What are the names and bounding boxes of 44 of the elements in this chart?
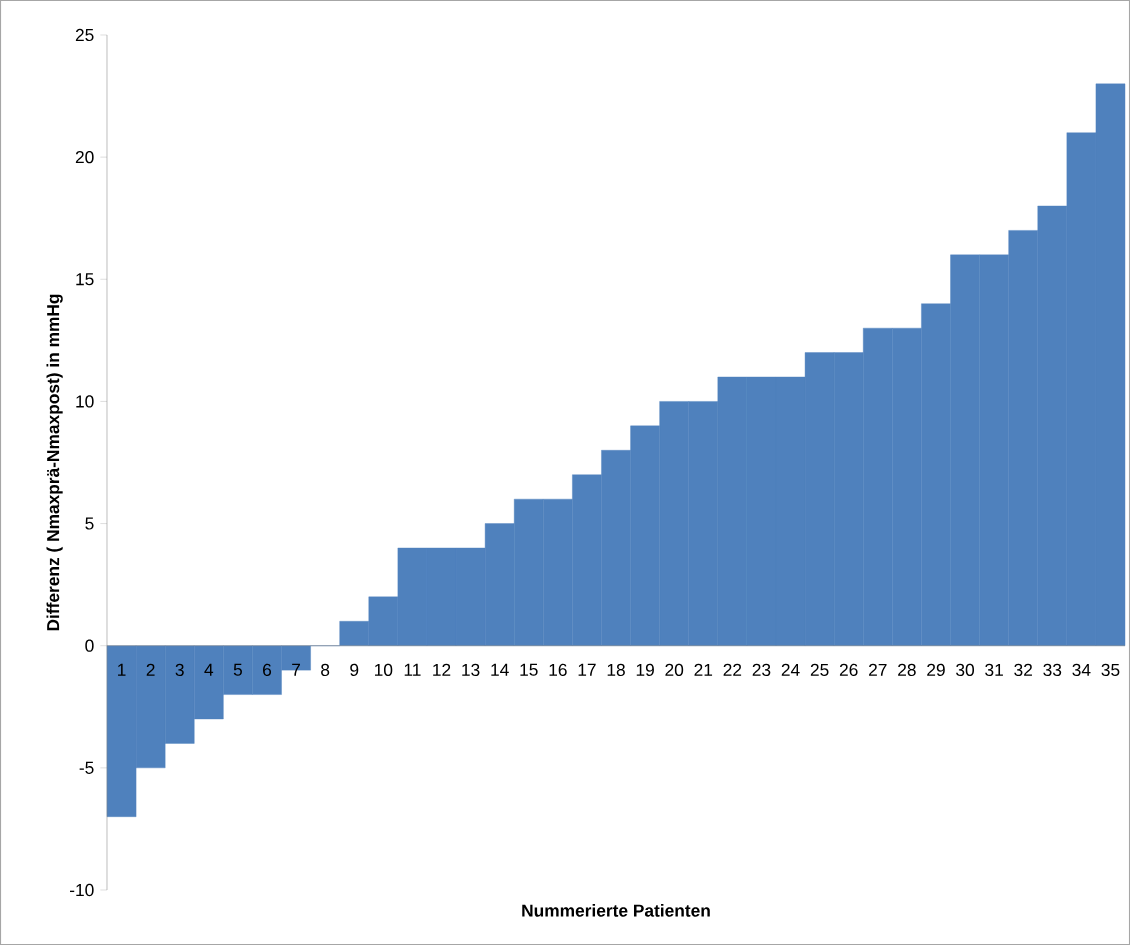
x-tick-label: 9 <box>350 663 359 677</box>
x-tick-label: 5 <box>233 663 242 676</box>
x-tick-label: 10 <box>375 663 393 677</box>
x-tick-label: 12 <box>433 663 451 676</box>
x-tick-label: 4 <box>204 663 214 676</box>
x-tick-label: 18 <box>607 663 625 677</box>
y-tick-label: -10 <box>70 883 94 897</box>
x-tick-label: 34 <box>1072 663 1091 677</box>
x-tick-label: 27 <box>869 663 887 676</box>
y-tick-label: 0 <box>85 639 94 652</box>
y-tick-label: 20 <box>75 150 94 164</box>
x-tick-label: 15 <box>520 663 538 676</box>
x-tick-label: 32 <box>1014 663 1032 677</box>
x-tick-label: 1 <box>118 663 126 676</box>
y-axis-title: Differenz ( Nmaxprä-Nmaxpost) in mmHg <box>46 294 63 631</box>
x-tick-label: 6 <box>263 663 272 677</box>
x-tick-label: 24 <box>781 663 800 676</box>
x-tick-label: 29 <box>927 663 945 677</box>
x-tick-label: 13 <box>462 663 480 677</box>
y-tick-label: 25 <box>75 28 94 42</box>
x-tick-label: 14 <box>491 663 509 676</box>
x-tick-label: 3 <box>175 663 184 677</box>
x-axis-title: Nummerierte Patienten <box>522 904 710 917</box>
x-tick-label: 21 <box>694 663 713 676</box>
x-tick-label: 33 <box>1043 663 1062 677</box>
x-tick-label: 31 <box>985 663 1003 677</box>
y-tick-label: 15 <box>76 273 94 286</box>
y-tick-label: -5 <box>79 761 94 774</box>
x-tick-label: 22 <box>723 663 742 676</box>
y-tick-label: 5 <box>85 517 94 530</box>
x-tick-label: 11 <box>404 663 421 676</box>
x-tick-label: 35 <box>1101 663 1120 677</box>
x-tick-label: 8 <box>321 663 330 677</box>
x-tick-label: 23 <box>752 663 771 677</box>
x-tick-label: 30 <box>956 663 975 677</box>
y-tick-label: 10 <box>76 395 94 408</box>
x-tick-label: 20 <box>665 663 684 677</box>
x-tick-label: 16 <box>549 663 567 677</box>
x-tick-label: 26 <box>839 663 858 677</box>
x-tick-label: 19 <box>636 663 654 677</box>
x-tick-label: 17 <box>578 663 596 676</box>
x-tick-label: 25 <box>810 663 829 677</box>
x-tick-label: 28 <box>898 663 916 677</box>
x-tick-label: 2 <box>146 663 155 676</box>
